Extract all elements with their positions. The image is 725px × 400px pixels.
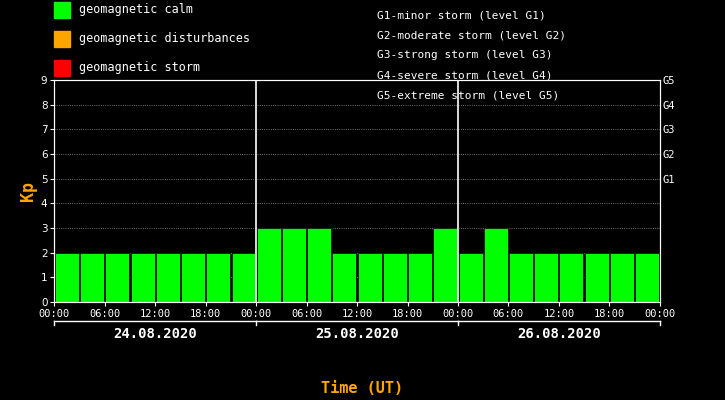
Y-axis label: Kp: Kp <box>19 181 37 201</box>
Bar <box>560 253 584 302</box>
Bar <box>584 253 609 302</box>
Text: 26.08.2020: 26.08.2020 <box>517 327 601 341</box>
Text: geomagnetic storm: geomagnetic storm <box>79 61 200 74</box>
Text: geomagnetic disturbances: geomagnetic disturbances <box>79 32 250 45</box>
Bar <box>610 253 634 302</box>
Bar <box>635 253 659 302</box>
Text: Time (UT): Time (UT) <box>321 381 404 396</box>
Bar <box>80 253 104 302</box>
Bar <box>434 228 457 302</box>
Bar <box>333 253 357 302</box>
Bar <box>534 253 558 302</box>
Bar <box>156 253 180 302</box>
Text: G5-extreme storm (level G5): G5-extreme storm (level G5) <box>377 90 559 100</box>
Text: 25.08.2020: 25.08.2020 <box>315 327 399 341</box>
Bar <box>408 253 432 302</box>
Bar <box>459 253 483 302</box>
Bar <box>181 253 205 302</box>
Text: G4-severe storm (level G4): G4-severe storm (level G4) <box>377 70 552 80</box>
Bar <box>282 228 306 302</box>
Bar <box>257 228 281 302</box>
Text: 24.08.2020: 24.08.2020 <box>113 327 197 341</box>
Bar <box>307 228 331 302</box>
Text: geomagnetic calm: geomagnetic calm <box>79 4 193 16</box>
Text: G2-moderate storm (level G2): G2-moderate storm (level G2) <box>377 30 566 40</box>
Bar <box>357 253 381 302</box>
Bar <box>383 253 407 302</box>
Bar <box>130 253 154 302</box>
Bar <box>105 253 130 302</box>
Bar <box>231 253 255 302</box>
Text: G1-minor storm (level G1): G1-minor storm (level G1) <box>377 10 546 20</box>
Text: G3-strong storm (level G3): G3-strong storm (level G3) <box>377 50 552 60</box>
Bar <box>484 228 508 302</box>
Bar <box>55 253 79 302</box>
Bar <box>207 253 231 302</box>
Bar <box>509 253 533 302</box>
